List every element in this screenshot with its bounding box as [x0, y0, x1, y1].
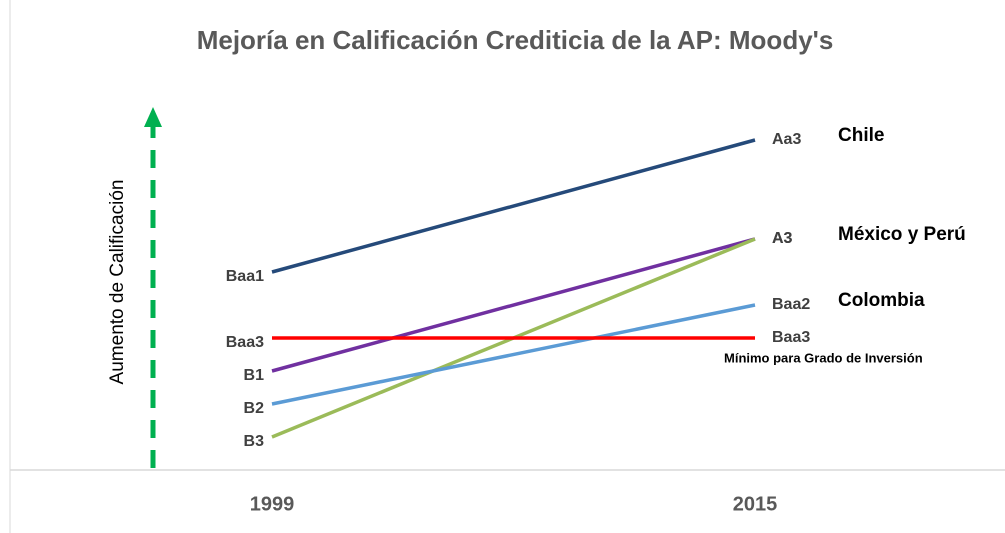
chart-title: Mejoría en Calificación Crediticia de la…: [197, 25, 834, 55]
series-name: Colombia: [838, 290, 925, 311]
x-tick-label: 2015: [733, 493, 778, 515]
y-axis-label: Aumento de Calificación: [107, 180, 128, 385]
value-label: B2: [244, 400, 265, 417]
series-name: México y Perú: [838, 224, 966, 245]
series-line: [271, 237, 756, 373]
value-label: Baa3: [226, 334, 264, 351]
series-line: [271, 138, 756, 274]
value-label: Aa3: [772, 131, 801, 148]
value-label: Baa3: [772, 329, 810, 346]
value-label: B1: [244, 367, 265, 384]
series-line: [271, 303, 756, 406]
value-label: A3: [772, 230, 793, 247]
value-label: Baa2: [772, 296, 810, 313]
value-label: B3: [244, 433, 265, 450]
series-name: Chile: [838, 125, 884, 146]
series-name: Mínimo para Grado de Inversión: [724, 350, 923, 365]
arrow-head: [144, 107, 162, 127]
value-label: A3: [772, 230, 793, 247]
value-label: Baa1: [226, 268, 264, 285]
x-tick-label: 1999: [250, 493, 295, 515]
